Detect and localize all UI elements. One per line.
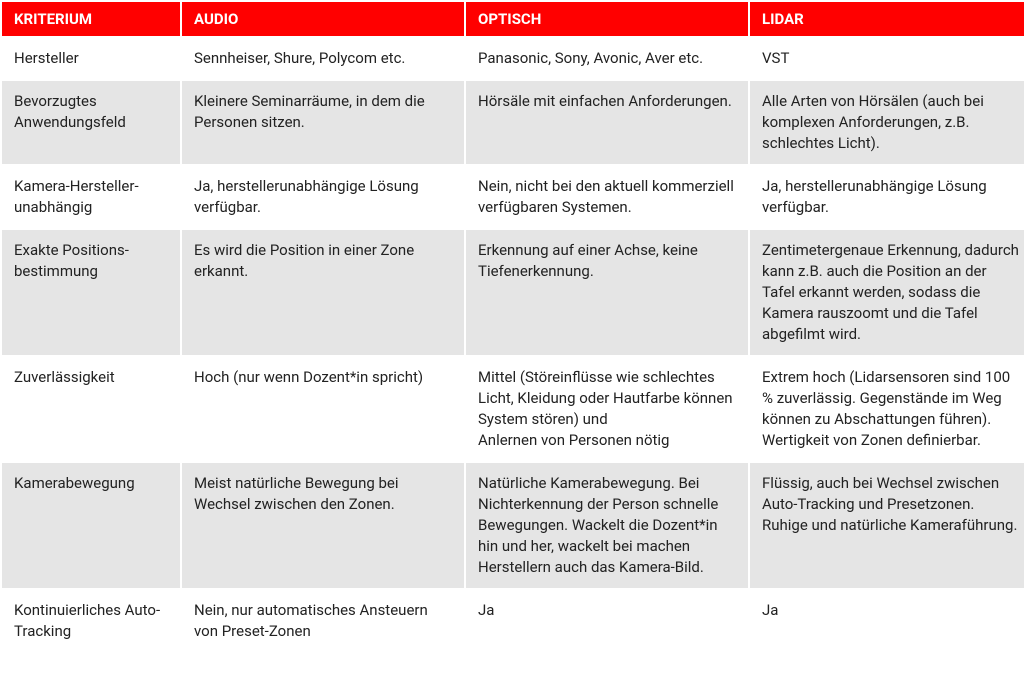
cell-kriterium: Zuverlässigkeit bbox=[2, 357, 180, 461]
cell-audio: Kleinere Seminarräume, in dem die Person… bbox=[182, 81, 464, 164]
cell-optisch: Ja bbox=[466, 590, 748, 652]
cell-lidar: Flüssig, auch bei Wechsel zwischen Auto-… bbox=[750, 463, 1024, 588]
cell-audio: Hoch (nur wenn Dozent*in spricht) bbox=[182, 357, 464, 461]
cell-audio: Es wird die Position in einer Zone erkan… bbox=[182, 230, 464, 355]
cell-kriterium: Kamera-Hersteller-unabhängig bbox=[2, 166, 180, 228]
table-row: Bevorzugtes AnwendungsfeldKleinere Semin… bbox=[2, 81, 1024, 164]
table-row: HerstellerSennheiser, Shure, Polycom etc… bbox=[2, 38, 1024, 79]
comparison-table: KRITERIUM AUDIO OPTISCH LIDAR Hersteller… bbox=[0, 0, 1024, 654]
cell-kriterium: Hersteller bbox=[2, 38, 180, 79]
col-header-optisch: OPTISCH bbox=[466, 2, 748, 36]
cell-optisch: Hörsäle mit einfachen Anforderungen. bbox=[466, 81, 748, 164]
table-header-row: KRITERIUM AUDIO OPTISCH LIDAR bbox=[2, 2, 1024, 36]
cell-audio: Nein, nur automatisches Ansteuern von Pr… bbox=[182, 590, 464, 652]
cell-optisch: Mittel (Störeinflüsse wie schlechtes Lic… bbox=[466, 357, 748, 461]
table-row: Exakte Positions-bestimmungEs wird die P… bbox=[2, 230, 1024, 355]
table-row: ZuverlässigkeitHoch (nur wenn Dozent*in … bbox=[2, 357, 1024, 461]
cell-audio: Ja, herstellerunabhängige Lösung verfügb… bbox=[182, 166, 464, 228]
cell-kriterium: Bevorzugtes Anwendungsfeld bbox=[2, 81, 180, 164]
table-body: HerstellerSennheiser, Shure, Polycom etc… bbox=[2, 38, 1024, 652]
cell-lidar: Zentimetergenaue Erkennung, dadurch kann… bbox=[750, 230, 1024, 355]
table-row: Kamera-Hersteller-unabhängigJa, herstell… bbox=[2, 166, 1024, 228]
col-header-kriterium: KRITERIUM bbox=[2, 2, 180, 36]
col-header-audio: AUDIO bbox=[182, 2, 464, 36]
cell-optisch: Natürliche Kamerabewegung. Bei Nichterke… bbox=[466, 463, 748, 588]
cell-lidar: Ja bbox=[750, 590, 1024, 652]
cell-optisch: Nein, nicht bei den aktuell kommerziell … bbox=[466, 166, 748, 228]
cell-lidar: VST bbox=[750, 38, 1024, 79]
cell-lidar: Ja, herstellerunabhängige Lösung verfügb… bbox=[750, 166, 1024, 228]
cell-lidar: Extrem hoch (Lidarsensoren sind 100 % zu… bbox=[750, 357, 1024, 461]
cell-kriterium: Kamerabewegung bbox=[2, 463, 180, 588]
col-header-lidar: LIDAR bbox=[750, 2, 1024, 36]
cell-optisch: Panasonic, Sony, Avonic, Aver etc. bbox=[466, 38, 748, 79]
cell-audio: Sennheiser, Shure, Polycom etc. bbox=[182, 38, 464, 79]
cell-audio: Meist natürliche Bewegung bei Wechsel zw… bbox=[182, 463, 464, 588]
table-row: KamerabewegungMeist natürliche Bewegung … bbox=[2, 463, 1024, 588]
cell-lidar: Alle Arten von Hörsälen (auch bei komple… bbox=[750, 81, 1024, 164]
cell-kriterium: Kontinuierliches Auto-Tracking bbox=[2, 590, 180, 652]
table-row: Kontinuierliches Auto-TrackingNein, nur … bbox=[2, 590, 1024, 652]
cell-kriterium: Exakte Positions-bestimmung bbox=[2, 230, 180, 355]
cell-optisch: Erkennung auf einer Achse, keine Tiefene… bbox=[466, 230, 748, 355]
